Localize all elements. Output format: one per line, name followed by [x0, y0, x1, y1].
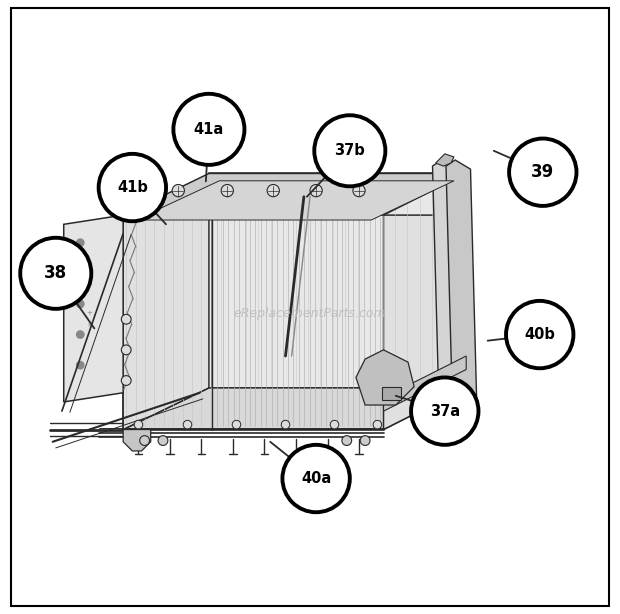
Polygon shape [384, 356, 466, 411]
Circle shape [140, 436, 149, 445]
Text: 37a: 37a [430, 403, 460, 419]
Circle shape [373, 421, 382, 429]
Circle shape [20, 238, 91, 309]
Circle shape [99, 154, 166, 221]
Text: eReplacementParts.com: eReplacementParts.com [234, 306, 386, 320]
Circle shape [174, 94, 244, 165]
Circle shape [172, 184, 184, 196]
Circle shape [267, 184, 280, 196]
Polygon shape [123, 430, 151, 451]
Polygon shape [123, 215, 209, 430]
Polygon shape [123, 173, 466, 215]
Circle shape [158, 436, 168, 445]
Circle shape [411, 378, 479, 445]
Circle shape [122, 314, 131, 324]
Polygon shape [446, 160, 477, 405]
Circle shape [77, 270, 84, 277]
Text: 38: 38 [44, 264, 68, 282]
Text: 40b: 40b [525, 327, 555, 342]
Polygon shape [135, 181, 454, 220]
Text: +: + [87, 310, 92, 316]
Polygon shape [384, 215, 466, 430]
Text: 37b: 37b [334, 143, 365, 158]
Circle shape [77, 239, 84, 246]
Circle shape [77, 362, 84, 369]
Polygon shape [123, 388, 466, 430]
Circle shape [330, 421, 339, 429]
Circle shape [122, 345, 131, 355]
Polygon shape [356, 350, 414, 405]
Circle shape [314, 115, 386, 186]
Text: 41a: 41a [194, 122, 224, 137]
Circle shape [77, 300, 84, 308]
Polygon shape [436, 154, 454, 166]
Text: 40a: 40a [301, 471, 331, 486]
Circle shape [342, 436, 352, 445]
Circle shape [509, 139, 577, 206]
Circle shape [310, 184, 322, 196]
Polygon shape [433, 160, 463, 405]
Polygon shape [126, 218, 211, 427]
Polygon shape [123, 215, 384, 430]
Circle shape [122, 376, 131, 386]
Polygon shape [383, 387, 401, 400]
Text: 41b: 41b [117, 180, 148, 195]
Circle shape [77, 331, 84, 338]
Polygon shape [209, 173, 466, 388]
Circle shape [183, 421, 192, 429]
Polygon shape [64, 215, 123, 402]
Circle shape [232, 421, 241, 429]
Circle shape [221, 184, 233, 196]
Text: ×: × [87, 322, 92, 328]
Circle shape [281, 421, 290, 429]
Circle shape [134, 421, 143, 429]
Circle shape [283, 445, 350, 512]
Circle shape [506, 301, 574, 368]
Text: 39: 39 [531, 163, 554, 181]
Circle shape [353, 184, 365, 196]
Circle shape [360, 436, 370, 445]
